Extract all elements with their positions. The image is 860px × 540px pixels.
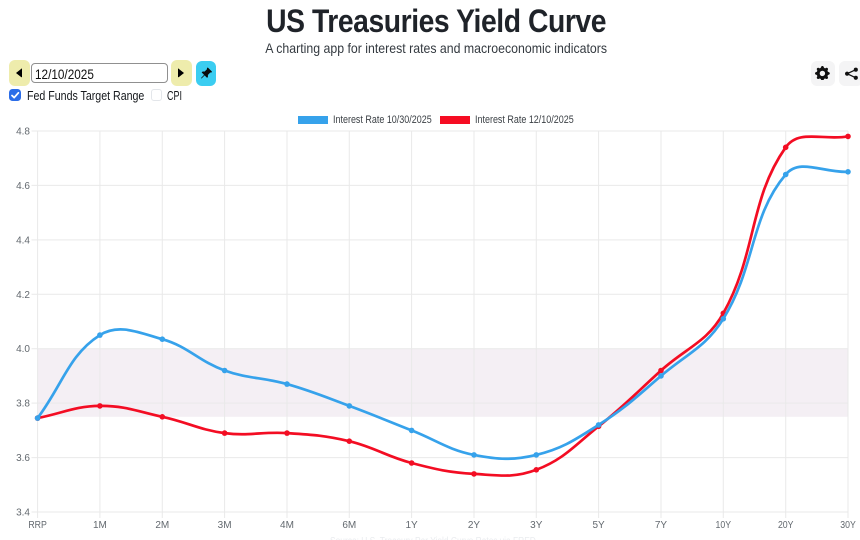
svg-text:10Y: 10Y <box>716 520 732 531</box>
svg-text:5Y: 5Y <box>592 520 605 531</box>
svg-text:3M: 3M <box>218 520 232 531</box>
svg-text:2Y: 2Y <box>468 520 481 531</box>
svg-text:4.2: 4.2 <box>16 290 30 301</box>
svg-text:4.4: 4.4 <box>16 235 30 246</box>
svg-text:4.0: 4.0 <box>16 344 30 355</box>
svg-text:4.8: 4.8 <box>16 127 30 138</box>
svg-text:3.4: 3.4 <box>16 508 30 519</box>
svg-text:1M: 1M <box>93 520 107 531</box>
svg-text:4.6: 4.6 <box>16 181 30 192</box>
svg-text:3.6: 3.6 <box>16 453 30 464</box>
svg-text:20Y: 20Y <box>778 520 794 531</box>
svg-text:3Y: 3Y <box>530 520 543 531</box>
svg-text:7Y: 7Y <box>655 520 668 531</box>
svg-text:3.8: 3.8 <box>16 399 30 410</box>
svg-text:4M: 4M <box>280 520 294 531</box>
svg-text:1Y: 1Y <box>405 520 418 531</box>
svg-text:2M: 2M <box>155 520 169 531</box>
svg-text:6M: 6M <box>342 520 356 531</box>
svg-text:30Y: 30Y <box>840 520 856 531</box>
svg-text:RRP: RRP <box>28 520 47 531</box>
